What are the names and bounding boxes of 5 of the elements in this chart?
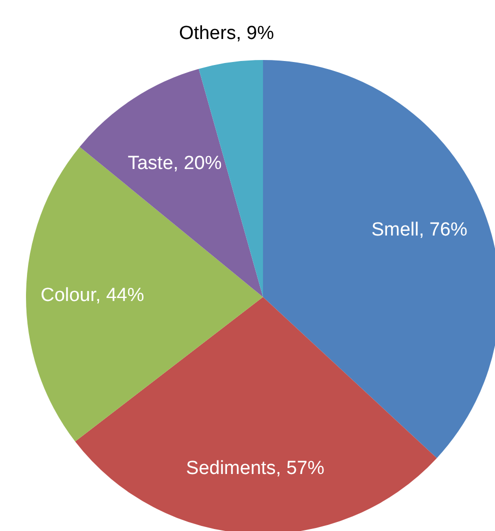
slice-label: Others, 9%	[178, 23, 274, 44]
slice-label: Sediments, 57%	[186, 458, 324, 480]
slice-label: Taste, 20%	[128, 152, 222, 174]
slice-label: Colour, 44%	[40, 285, 144, 306]
slice-label: Smell, 76%	[371, 219, 468, 240]
